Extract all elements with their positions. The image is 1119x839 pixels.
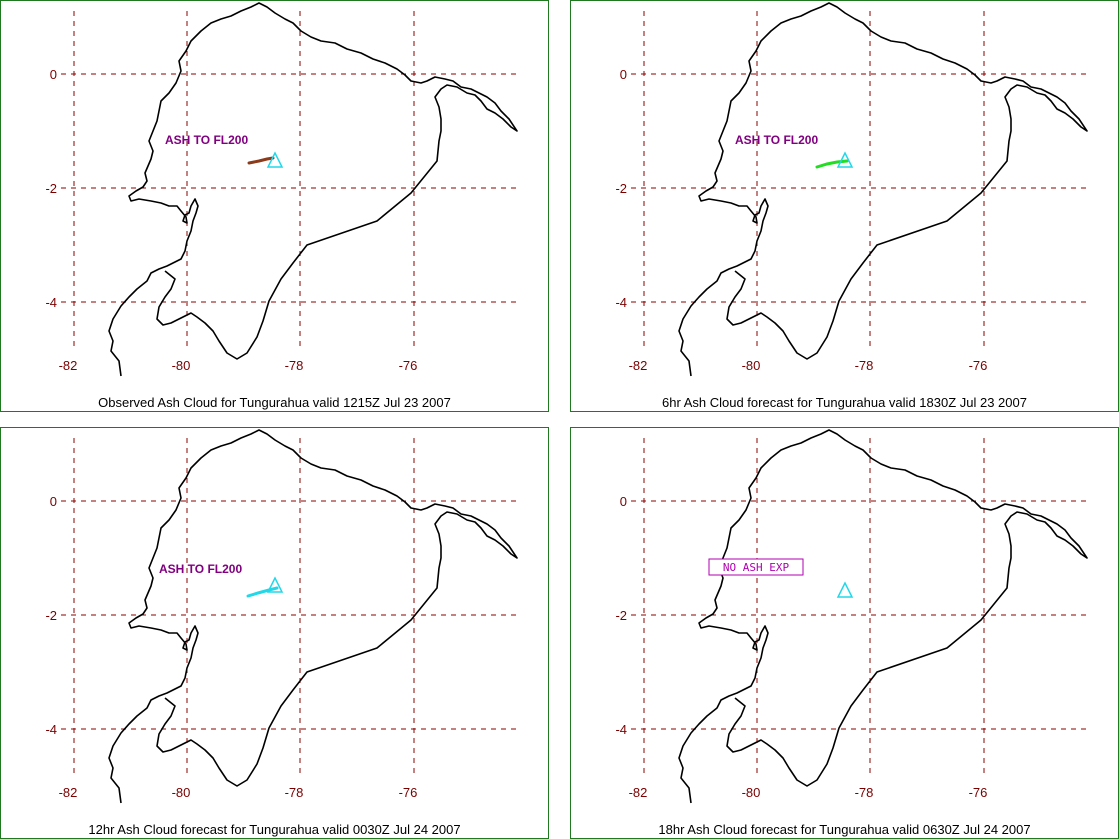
lon-tick-label: -76 [399, 785, 418, 800]
panel-caption: 6hr Ash Cloud forecast for Tungurahua va… [662, 395, 1027, 410]
ash-altitude-label: ASH TO FL200 [165, 133, 248, 147]
ash-altitude-label: ASH TO FL200 [159, 562, 242, 576]
panel-caption: 18hr Ash Cloud forecast for Tungurahua v… [658, 822, 1031, 837]
lat-tick-label: 0 [50, 494, 57, 509]
map-svg: 0 -2 -4 -82 -80 -78 -76 ASH TO FL200 [45, 2, 521, 377]
map-panel-observed: 0 -2 -4 -82 -80 -78 -76 ASH TO FL200 Observed A… [0, 0, 549, 412]
lat-tick-label: -4 [45, 722, 57, 737]
lat-tick-label: 0 [50, 67, 57, 82]
map-svg: 0 -2 -4 -82 -80 -78 -76 ASH TO FL200 [45, 429, 521, 804]
lat-tick-label: 0 [620, 67, 627, 82]
lon-tick-label: -78 [855, 785, 874, 800]
lon-tick-label: -82 [629, 358, 648, 373]
lon-tick-label: -80 [742, 785, 761, 800]
no-ash-label: NO ASH EXP [708, 558, 804, 576]
coastline-border [108, 2, 518, 377]
lat-tick-label: -4 [615, 295, 627, 310]
lon-tick-label: -80 [172, 785, 191, 800]
map-svg: 0 -2 -4 -82 -80 -78 -76 NO ASH EXP [615, 429, 1091, 804]
lon-tick-label: -78 [285, 785, 304, 800]
coastline-border [678, 2, 1088, 377]
lat-tick-label: 0 [620, 494, 627, 509]
lon-tick-label: -80 [172, 358, 191, 373]
coastline-border [108, 429, 518, 804]
lon-tick-label: -76 [399, 358, 418, 373]
no-ash-box [708, 558, 804, 576]
lat-tick-label: -4 [615, 722, 627, 737]
volcano-triangle-icon [836, 581, 854, 598]
lat-tick-label: -2 [45, 181, 57, 196]
ash-cloud [246, 586, 279, 598]
lat-tick-label: -2 [615, 608, 627, 623]
volcano-triangle-icon [836, 151, 854, 168]
ash-cloud [247, 156, 275, 165]
lon-tick-label: -82 [59, 785, 78, 800]
map-svg: 0 -2 -4 -82 -80 -78 -76 ASH TO FL200 [615, 2, 1091, 377]
lon-tick-label: -82 [59, 358, 78, 373]
map-panel-6hr: 0 -2 -4 -82 -80 -78 -76 ASH TO FL200 6hr Ash Cl… [570, 0, 1119, 412]
lon-tick-label: -78 [855, 358, 874, 373]
lon-tick-label: -80 [742, 358, 761, 373]
lat-tick-label: -4 [45, 295, 57, 310]
map-panel-18hr: 0 -2 -4 -82 -80 -78 -76 NO ASH EXP 18hr Ash Clo… [570, 427, 1119, 839]
volcano-triangle-icon [266, 151, 284, 168]
ash-cloud [815, 159, 849, 169]
lon-tick-label: -76 [969, 358, 988, 373]
lon-tick-label: -78 [285, 358, 304, 373]
lon-tick-label: -76 [969, 785, 988, 800]
lon-tick-label: -82 [629, 785, 648, 800]
map-panel-12hr: 0 -2 -4 -82 -80 -78 -76 ASH TO FL200 12hr Ash C… [0, 427, 549, 839]
lat-tick-label: -2 [615, 181, 627, 196]
ash-altitude-label: ASH TO FL200 [735, 133, 818, 147]
no-ash-text: NO ASH EXP [723, 561, 790, 574]
panel-caption: 12hr Ash Cloud forecast for Tungurahua v… [88, 822, 461, 837]
coastline-border [678, 429, 1088, 804]
panel-caption: Observed Ash Cloud for Tungurahua valid … [98, 395, 451, 410]
volcano-triangle-icon [266, 576, 284, 593]
lat-tick-label: -2 [45, 608, 57, 623]
